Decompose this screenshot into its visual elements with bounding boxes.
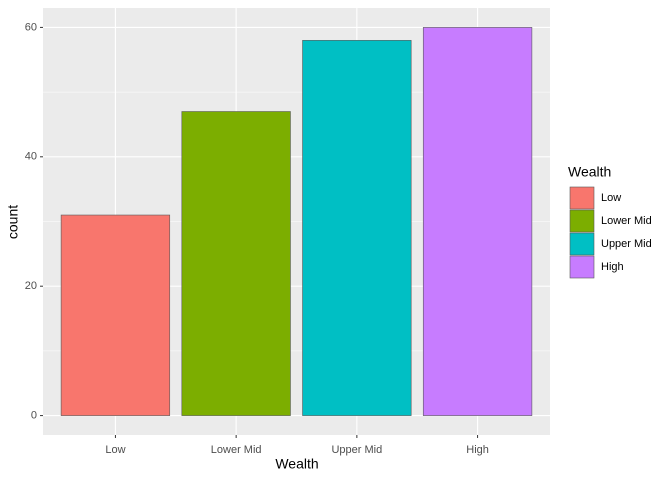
legend-key — [569, 232, 595, 256]
y-tick-label: 20 — [25, 280, 37, 292]
x-axis-title: Wealth — [275, 456, 318, 472]
y-tick-label: 40 — [25, 151, 37, 163]
legend-title: Wealth — [568, 164, 611, 180]
legend-label: Lower Mid — [601, 215, 652, 227]
x-tick-label: Low — [105, 444, 125, 456]
y-tick-label: 60 — [25, 21, 37, 33]
y-axis-title: count — [5, 205, 21, 239]
bar — [181, 111, 291, 416]
bar — [422, 27, 533, 416]
x-tick-label: Upper Mid — [331, 444, 382, 456]
legend-label: Low — [601, 192, 621, 204]
legend-label: Upper Mid — [601, 238, 652, 250]
legend-key — [569, 186, 595, 210]
legend-label: High — [601, 261, 624, 273]
bar — [60, 214, 171, 416]
x-tick-label: Lower Mid — [211, 444, 262, 456]
legend-key — [569, 209, 595, 233]
y-tick-label: 0 — [31, 409, 37, 421]
bar — [302, 40, 412, 416]
x-tick-label: High — [466, 444, 489, 456]
legend-key — [569, 255, 595, 279]
